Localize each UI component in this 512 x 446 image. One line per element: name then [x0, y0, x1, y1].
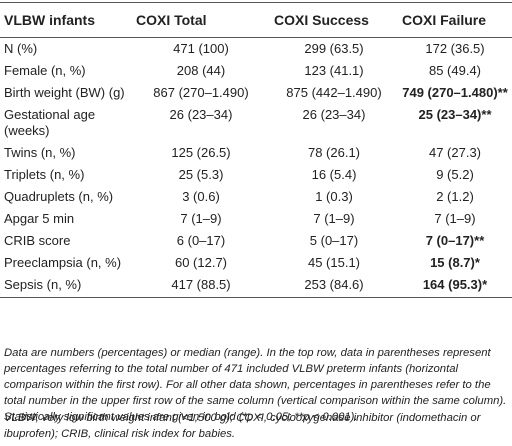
cell-total: 471 (100) [173, 41, 229, 56]
table-row: Twins (n, %) 125 (26.5) 78 (26.1) 47 (27.3) [0, 142, 512, 164]
table-row: Birth weight (BW) (g) 867 (270–1.490) 875 … [0, 82, 512, 104]
cell-failure: 15 (8.7)* [430, 255, 480, 270]
cell-failure: 749 (270–1.480)** [402, 85, 508, 100]
header-coxi-failure: COXI Failure [398, 2, 512, 38]
table-row: CRIB score 6 (0–17) 5 (0–17) 7 (0–17)** [0, 230, 512, 252]
table-body: N (%) 471 (100) 299 (63.5) 172 (36.5) Female… [0, 38, 512, 298]
cell-failure: 7 (1–9) [434, 211, 476, 226]
table-row: N (%) 471 (100) 299 (63.5) 172 (36.5) [0, 38, 512, 61]
cell-total: 26 (23–34) [169, 107, 233, 122]
row-label: Triplets (n, %) [4, 167, 85, 182]
cell-failure: 172 (36.5) [425, 41, 485, 56]
cell-success: 16 (5.4) [311, 167, 357, 182]
cell-total: 417 (88.5) [132, 274, 270, 298]
header-row: VLBW infants COXI Total COXI Success COX… [0, 2, 512, 38]
row-label: N (%) [4, 41, 38, 56]
footnote-abbreviations: VLBW, very low birth weight infant (<1,5… [4, 412, 481, 440]
cell-total: 6 (0–17) [176, 233, 226, 248]
table-row: Female (n, %) 208 (44) 123 (41.1) 85 (49.4) [0, 60, 512, 82]
cell-total: 3 (0.6) [182, 189, 220, 204]
cell-total: 208 (44) [176, 63, 226, 78]
cell-success: 299 (63.5) [304, 41, 364, 56]
table-row: Triplets (n, %) 25 (5.3) 16 (5.4) 9 (5.2) [0, 164, 512, 186]
table-row: Gestational age (weeks) 26 (23–34) 26 (23–… [0, 104, 512, 142]
header-vlbw-infants: VLBW infants [0, 2, 132, 38]
table-row: Quadruplets (n, %) 3 (0.6) 1 (0.3) 2 (1.2) [0, 186, 512, 208]
row-label: Birth weight (BW) (g) [4, 85, 125, 100]
cell-success: 7 (1–9) [313, 211, 355, 226]
row-label: Female (n, %) [4, 63, 86, 78]
row-label: Twins (n, %) [4, 145, 76, 160]
cell-success: 45 (15.1) [307, 255, 361, 270]
cell-success: 875 (442–1.490) [286, 85, 382, 100]
row-label: Gestational age (weeks) [4, 107, 96, 138]
cell-success: 1 (0.3) [315, 189, 353, 204]
table-row: Sepsis (n, %) 417 (88.5) 253 (84.6) 164 (95… [0, 274, 512, 298]
cell-failure: 85 (49.4) [428, 63, 482, 78]
cell-total: 60 (12.7) [174, 255, 228, 270]
header-coxi-success: COXI Success [270, 2, 398, 38]
cell-total: 25 (5.3) [178, 167, 224, 182]
row-label: Apgar 5 min [4, 211, 75, 226]
cell-failure: 47 (27.3) [428, 145, 482, 160]
cell-total: 7 (1–9) [180, 211, 222, 226]
footnote-main: Data are numbers (percentages) or median… [4, 347, 507, 423]
cell-failure: 2 (1.2) [436, 189, 474, 204]
table-row: Preeclampsia (n, %) 60 (12.7) 45 (15.1) 15 … [0, 252, 512, 274]
cell-failure: 25 (23–34)** [418, 107, 492, 122]
table-row: Apgar 5 min 7 (1–9) 7 (1–9) 7 (1–9) [0, 208, 512, 230]
cell-total: 867 (270–1.490) [153, 85, 249, 100]
row-label: CRIB score [4, 233, 71, 248]
cell-total: 125 (26.5) [171, 145, 231, 160]
row-label: Preeclampsia (n, %) [4, 255, 122, 270]
data-table: VLBW infants COXI Total COXI Success COX… [0, 2, 512, 298]
cell-success: 5 (0–17) [309, 233, 359, 248]
cell-failure: 7 (0–17)** [425, 233, 485, 248]
header-coxi-total: COXI Total [132, 2, 270, 38]
cell-success: 26 (23–34) [302, 107, 366, 122]
cell-success: 123 (41.1) [304, 63, 364, 78]
row-label: Quadruplets (n, %) [4, 189, 114, 204]
cell-success: 253 (84.6) [270, 274, 398, 298]
row-label: Sepsis (n, %) [0, 274, 132, 298]
cell-failure: 9 (5.2) [436, 167, 474, 182]
cell-failure: 164 (95.3)* [398, 274, 512, 298]
cell-success: 78 (26.1) [307, 145, 361, 160]
